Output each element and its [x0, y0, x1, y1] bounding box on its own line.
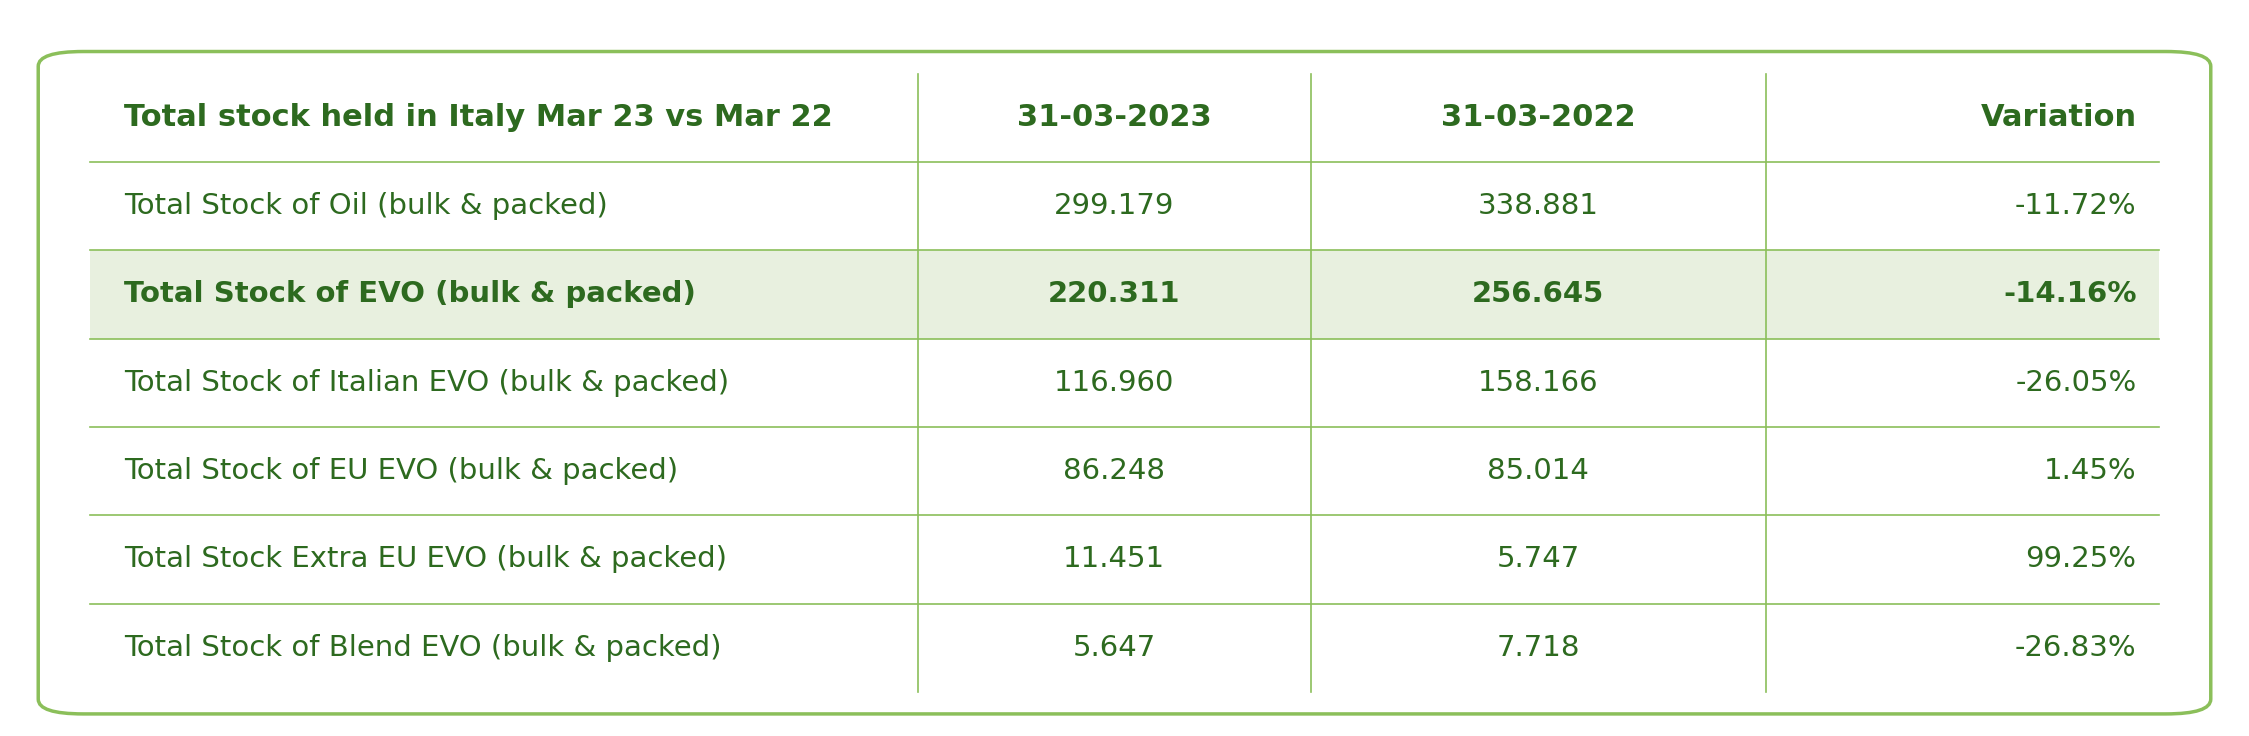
Text: -11.72%: -11.72%: [2015, 192, 2137, 220]
Text: 11.451: 11.451: [1064, 545, 1165, 573]
Text: 5.647: 5.647: [1073, 634, 1156, 662]
Text: 31-03-2023: 31-03-2023: [1017, 103, 1212, 132]
Text: Total Stock of Blend EVO (bulk & packed): Total Stock of Blend EVO (bulk & packed): [124, 634, 722, 662]
Text: Total Stock of EVO (bulk & packed): Total Stock of EVO (bulk & packed): [124, 280, 695, 308]
Text: 31-03-2022: 31-03-2022: [1442, 103, 1635, 132]
Text: Total Stock Extra EU EVO (bulk & packed): Total Stock Extra EU EVO (bulk & packed): [124, 545, 726, 573]
Text: 86.248: 86.248: [1064, 457, 1165, 485]
Text: Total stock held in Italy Mar 23 vs Mar 22: Total stock held in Italy Mar 23 vs Mar …: [124, 103, 832, 132]
Text: 99.25%: 99.25%: [2026, 545, 2137, 573]
Text: 299.179: 299.179: [1055, 192, 1174, 220]
Text: Total Stock of Italian EVO (bulk & packed): Total Stock of Italian EVO (bulk & packe…: [124, 369, 729, 397]
Text: -14.16%: -14.16%: [2004, 280, 2137, 308]
Text: 256.645: 256.645: [1473, 280, 1604, 308]
Text: 338.881: 338.881: [1478, 192, 1599, 220]
Text: 116.960: 116.960: [1055, 369, 1174, 397]
Text: 7.718: 7.718: [1496, 634, 1581, 662]
Text: Total Stock of Oil (bulk & packed): Total Stock of Oil (bulk & packed): [124, 192, 607, 220]
Text: 5.747: 5.747: [1496, 545, 1581, 573]
Text: 1.45%: 1.45%: [2044, 457, 2137, 485]
Text: -26.05%: -26.05%: [2015, 369, 2137, 397]
Text: 158.166: 158.166: [1478, 369, 1599, 397]
Text: 220.311: 220.311: [1048, 280, 1181, 308]
Text: 85.014: 85.014: [1487, 457, 1590, 485]
Text: Total Stock of EU EVO (bulk & packed): Total Stock of EU EVO (bulk & packed): [124, 457, 677, 485]
Text: Variation: Variation: [1981, 103, 2137, 132]
Text: -26.83%: -26.83%: [2015, 634, 2137, 662]
